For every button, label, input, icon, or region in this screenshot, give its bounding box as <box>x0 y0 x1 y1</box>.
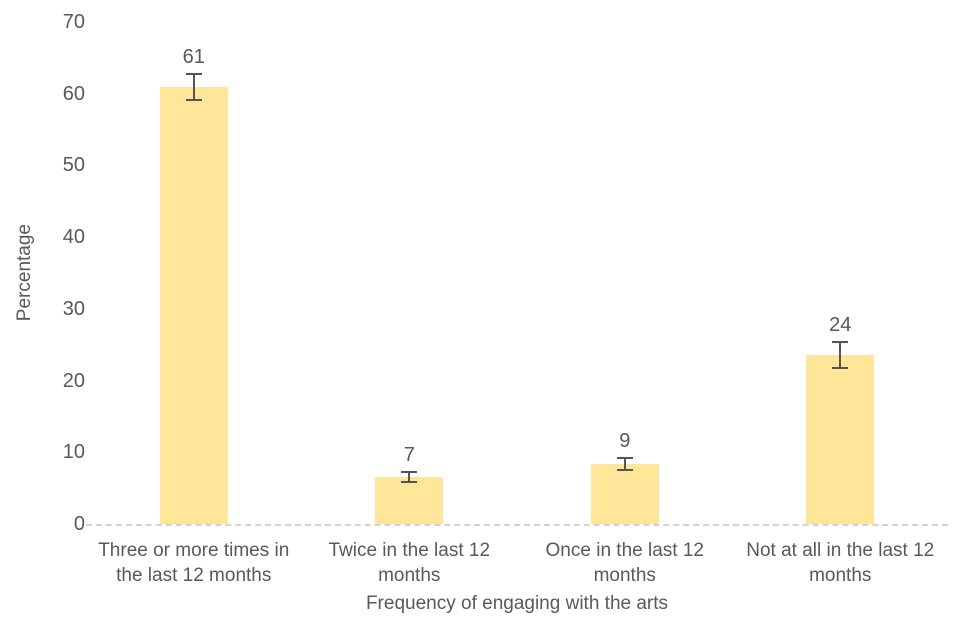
error-bar-cap-bottom <box>401 480 418 483</box>
error-bar-cap-bottom <box>185 99 202 102</box>
x-axis-category-label: Three or more times in the last 12 month… <box>98 540 290 586</box>
y-axis-tick-label: 0 <box>73 513 85 535</box>
error-bar-cap-top <box>616 456 633 459</box>
bar <box>375 476 444 524</box>
error-bar-line <box>623 457 626 470</box>
y-axis-tick-label: 60 <box>62 82 85 105</box>
data-label: 61 <box>182 45 205 68</box>
x-axis-title: Frequency of engaging with the arts <box>365 593 669 614</box>
error-bar-line <box>408 471 411 482</box>
y-axis-tick-label: 50 <box>62 154 85 177</box>
y-axis-tick-label: 30 <box>62 297 85 320</box>
x-axis-line <box>86 524 948 526</box>
x-axis-category-label: Twice in the last 12 months <box>328 540 491 586</box>
bar <box>590 463 659 524</box>
x-axis-category-label: Once in the last 12 months <box>545 540 704 586</box>
bar <box>806 354 875 524</box>
y-axis-tick-label: 20 <box>62 369 85 392</box>
error-bar-line <box>839 341 842 368</box>
y-axis-tick-label: 40 <box>62 226 85 249</box>
y-axis-tick-label: 70 <box>62 11 85 33</box>
x-axis-category-label: Not at all in the last 12 months <box>746 540 935 586</box>
data-label: 7 <box>403 443 415 466</box>
error-bar-cap-bottom <box>616 468 633 471</box>
error-bar-cap-top <box>832 340 849 343</box>
y-axis-tick-label: 10 <box>62 441 85 464</box>
data-label: 9 <box>619 429 631 452</box>
error-bar-cap-bottom <box>832 366 849 369</box>
error-bar-cap-top <box>185 72 202 75</box>
bar <box>159 87 228 524</box>
error-bar-line <box>192 73 195 101</box>
data-label: 24 <box>829 313 852 336</box>
error-bar-cap-top <box>401 470 418 473</box>
